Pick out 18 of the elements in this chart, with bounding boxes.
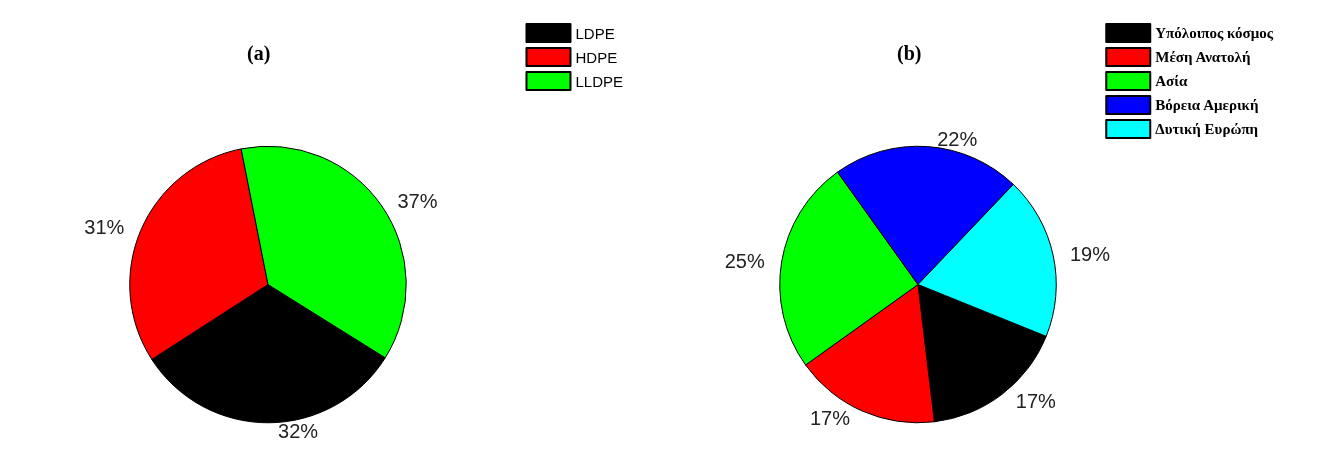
legend-label: HDPE [575,48,618,66]
legend-label: LLDPE [575,72,623,90]
data-label: 32% [278,419,319,442]
legend-label: Βόρεια Αμερική [1155,97,1259,113]
legend-label: LDPE [575,24,615,42]
data-label: 19% [1069,242,1111,265]
data-label: 31% [84,216,125,239]
data-label: 37% [397,190,438,213]
legend-label: Δυτική Ευρώπη [1155,121,1259,137]
data-label: 17% [1015,389,1057,412]
legend-label: Υπόλοιπος κόσμος [1155,25,1274,41]
legend-label: Μέση Ανατολή [1155,49,1251,65]
text: (b) [897,42,922,65]
data-label: 25% [724,249,765,272]
text: (a) [247,42,271,65]
data-label: 22% [937,127,978,150]
legend-label: Ασία [1155,73,1188,89]
data-label: 17% [809,407,851,430]
